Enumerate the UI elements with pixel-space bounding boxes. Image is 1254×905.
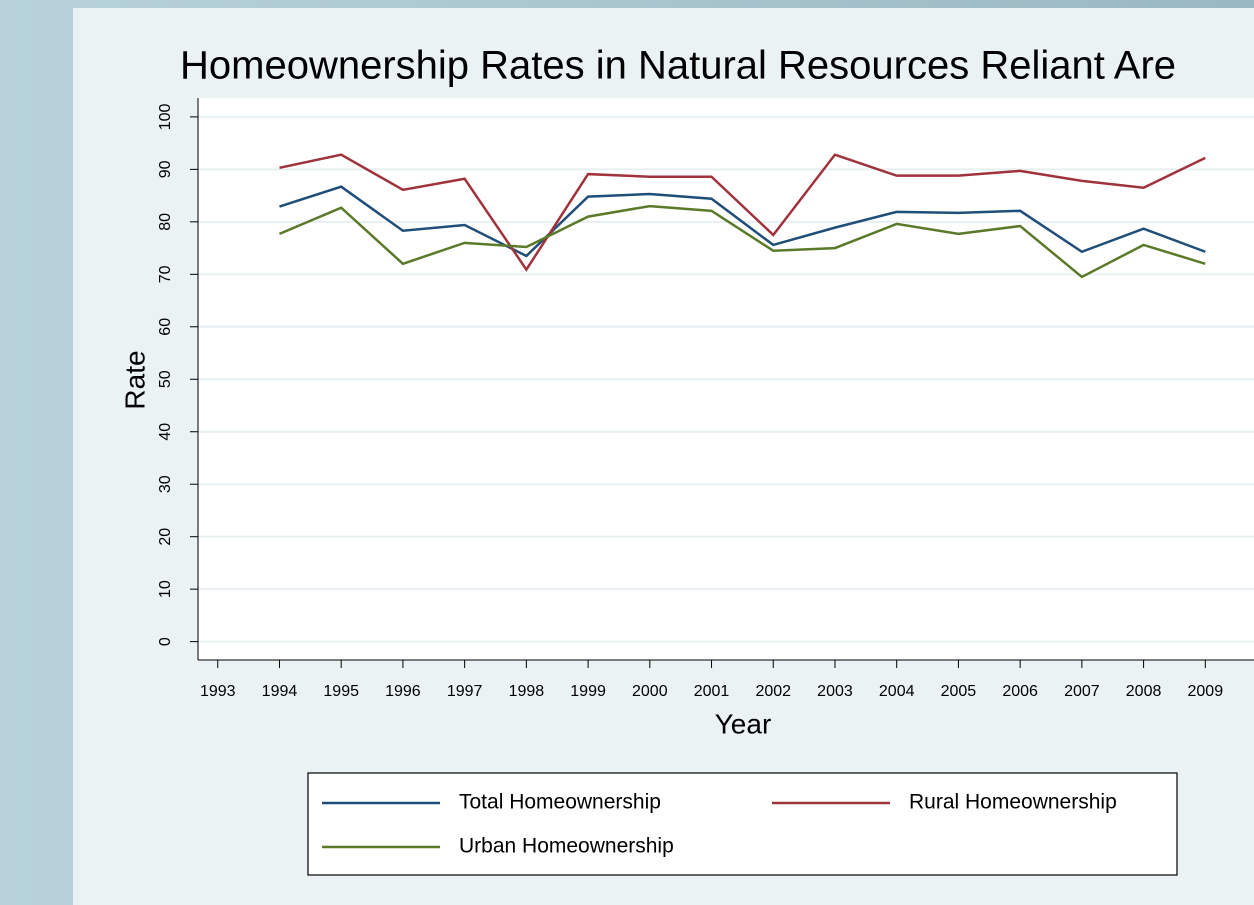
- x-tick-label: 2005: [941, 683, 977, 700]
- legend: [307, 772, 1178, 876]
- legend-label: Urban Homeownership: [459, 835, 674, 858]
- chart-title: Homeownership Rates in Natural Resources…: [180, 44, 1176, 88]
- y-tick-label: 20: [157, 528, 174, 546]
- series-line: [278, 204, 1206, 279]
- y-tick-label: 60: [157, 318, 174, 336]
- y-tick-label: 0: [157, 637, 174, 646]
- x-tick-label: 2001: [694, 683, 730, 700]
- x-tick-label: 2007: [1064, 683, 1100, 700]
- y-tick-label: 100: [157, 103, 174, 130]
- x-tick-label: 2003: [817, 683, 853, 700]
- series-line: [279, 153, 1206, 272]
- y-tick-label: 30: [157, 475, 174, 493]
- y-tick-label: 10: [157, 580, 174, 598]
- x-axis-title: Year: [715, 708, 772, 739]
- legend-label: Rural Homeownership: [909, 791, 1117, 814]
- x-tick-label: 1995: [323, 683, 359, 700]
- y-axis-title: Rate: [119, 350, 150, 409]
- x-tick-label: 1998: [509, 683, 545, 700]
- x-tick-label: 1993: [200, 683, 236, 700]
- x-tick-label: 1994: [262, 683, 298, 700]
- y-tick-label: 50: [157, 370, 174, 388]
- x-tick-label: 1997: [447, 683, 483, 700]
- x-tick-label: 2009: [1188, 683, 1224, 700]
- y-tick-label: 70: [157, 265, 174, 283]
- x-tick-label: 2000: [632, 683, 668, 700]
- x-tick-label: 1999: [570, 683, 606, 700]
- y-tick-label: 40: [157, 423, 174, 441]
- x-tick-label: 2004: [879, 683, 915, 700]
- y-tick-label: 90: [157, 160, 174, 178]
- x-tick-label: 2006: [1002, 683, 1038, 700]
- x-tick-label: 2008: [1126, 683, 1162, 700]
- x-tick-label: 2002: [755, 683, 791, 700]
- series-line: [279, 185, 1206, 258]
- y-tick-label: 80: [157, 213, 174, 231]
- legend-label: Total Homeownership: [459, 791, 661, 814]
- x-tick-label: 1996: [385, 683, 421, 700]
